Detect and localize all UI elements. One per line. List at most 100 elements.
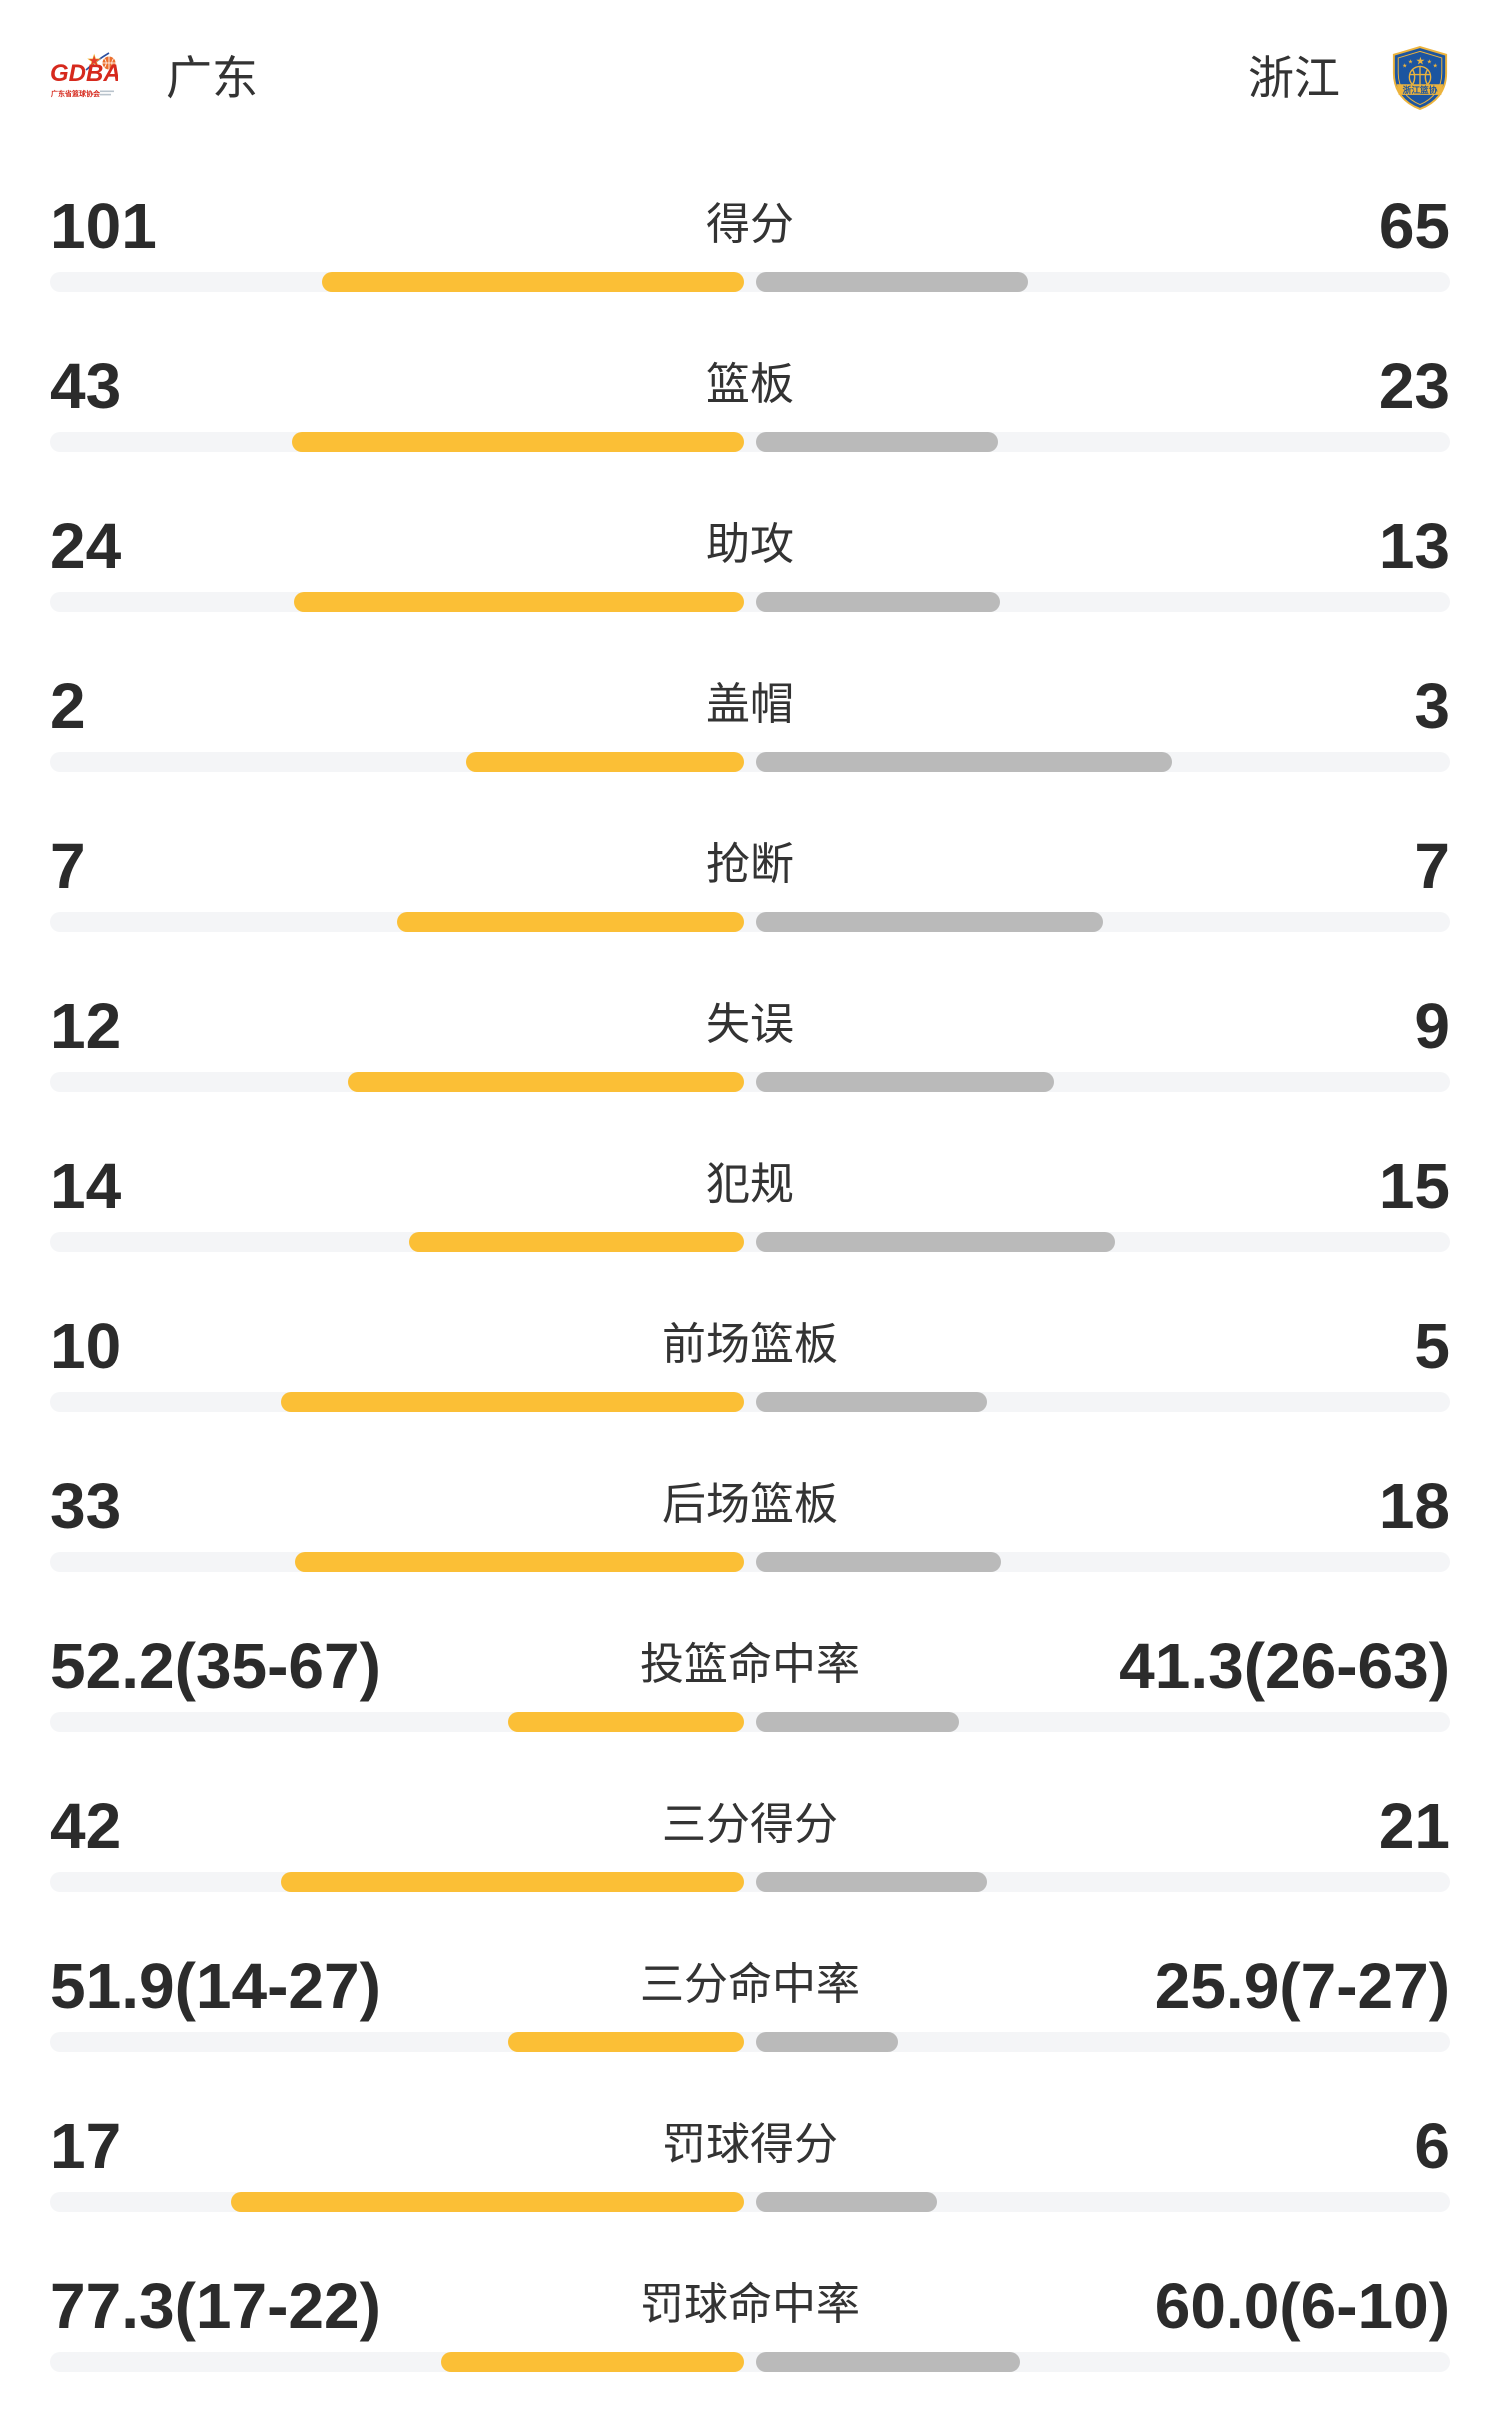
away-bar-fill — [756, 432, 998, 452]
away-team: 浙江 ★ ★ ★ ★ ★ 浙江篮协 — [1248, 44, 1450, 112]
stat-row: 14 犯规 15 — [50, 1154, 1450, 1314]
away-value: 7 — [1414, 830, 1450, 902]
bar-track — [50, 432, 1450, 452]
home-value: 33 — [50, 1470, 122, 1542]
home-bar-fill — [466, 752, 744, 772]
gdba-logo-text: GDBA — [50, 60, 118, 87]
stat-label: 得分 — [706, 200, 794, 249]
away-bar-fill — [756, 1072, 1054, 1092]
bar-track — [50, 592, 1450, 612]
home-team: ★ GDBA 广东省篮球协会 广东 — [50, 44, 258, 112]
bar-track — [50, 272, 1450, 292]
scoreboard-header: ★ GDBA 广东省篮球协会 广东 浙江 ★ ★ ★ ★ ★ 浙江篮协 — [0, 0, 1500, 112]
stat-row: 52.2(35-67) 投篮命中率 41.3(26-63) — [50, 1634, 1450, 1794]
gdba-logo: ★ GDBA 广东省篮球协会 — [50, 51, 118, 98]
bar-track — [50, 1552, 1450, 1572]
star-icon: ★ — [1427, 58, 1432, 65]
home-bar-fill — [293, 592, 744, 612]
away-bar-fill — [756, 1392, 988, 1412]
stat-label: 犯规 — [706, 1160, 794, 1209]
stat-row-values: 14 犯规 15 — [50, 1154, 1450, 1218]
star-icon: ★ — [1433, 62, 1438, 69]
away-bar-fill — [756, 1712, 959, 1732]
stat-label: 篮板 — [706, 360, 794, 409]
away-bar-fill — [756, 2192, 938, 2212]
stat-row: 42 三分得分 21 — [50, 1794, 1450, 1954]
bar-track — [50, 1712, 1450, 1732]
stat-label: 后场篮板 — [662, 1480, 838, 1529]
banner-ribbon — [1396, 84, 1444, 95]
stat-row: 2 盖帽 3 — [50, 674, 1450, 834]
away-value: 23 — [1378, 350, 1450, 422]
home-bar-fill — [291, 432, 744, 452]
stat-row-values: 17 罚球得分 6 — [50, 2114, 1450, 2178]
bar-track — [50, 912, 1450, 932]
home-value: 7 — [50, 830, 86, 902]
bar-track — [50, 1232, 1450, 1252]
stat-row: 10 前场篮板 5 — [50, 1314, 1450, 1474]
home-value: 101 — [50, 190, 157, 262]
stat-row-values: 2 盖帽 3 — [50, 674, 1450, 738]
stat-row-values: 33 后场篮板 18 — [50, 1474, 1450, 1538]
home-value: 42 — [50, 1790, 122, 1862]
bar-track — [50, 2192, 1450, 2212]
away-value: 60.0(6-10) — [1154, 2270, 1450, 2342]
home-value: 2 — [50, 670, 86, 742]
stat-row-values: 51.9(14-27) 三分命中率 25.9(7-27) — [50, 1954, 1450, 2018]
stat-row-values: 101 得分 65 — [50, 194, 1450, 258]
home-value: 52.2(35-67) — [50, 1630, 381, 1702]
stat-label: 失误 — [706, 1000, 794, 1049]
stat-label: 盖帽 — [706, 680, 794, 729]
stat-row: 7 抢断 7 — [50, 834, 1450, 994]
stat-row: 77.3(17-22) 罚球命中率 60.0(6-10) — [50, 2274, 1450, 2434]
zhejiang-logo-banner-text: 浙江篮协 — [1403, 84, 1438, 95]
away-value: 3 — [1414, 670, 1450, 742]
stat-row: 51.9(14-27) 三分命中率 25.9(7-27) — [50, 1954, 1450, 2114]
away-bar-fill — [756, 2352, 1020, 2372]
stat-row: 43 篮板 23 — [50, 354, 1450, 514]
home-value: 14 — [50, 1150, 122, 1222]
stat-row-values: 77.3(17-22) 罚球命中率 60.0(6-10) — [50, 2274, 1450, 2338]
away-bar-fill — [756, 1552, 1001, 1572]
away-team-name: 浙江 — [1248, 52, 1340, 104]
away-bar-fill — [756, 1232, 1115, 1252]
stat-row-values: 52.2(35-67) 投篮命中率 41.3(26-63) — [50, 1634, 1450, 1698]
stat-label: 罚球得分 — [662, 2120, 838, 2169]
home-value: 12 — [50, 990, 122, 1062]
stat-row: 12 失误 9 — [50, 994, 1450, 1154]
stat-label: 抢断 — [706, 840, 794, 889]
home-value: 10 — [50, 1310, 122, 1382]
bar-track — [50, 752, 1450, 772]
bar-track — [50, 2352, 1450, 2372]
home-value: 51.9(14-27) — [50, 1950, 381, 2022]
stat-label: 罚球命中率 — [640, 2280, 860, 2329]
stat-label: 三分得分 — [662, 1800, 838, 1849]
away-bar-fill — [756, 272, 1029, 292]
home-bar-fill — [440, 2352, 744, 2372]
home-value: 17 — [50, 2110, 122, 2182]
home-bar-fill — [231, 2192, 744, 2212]
stats-comparison-list: 101 得分 65 43 篮板 23 24 助攻 13 2 — [0, 194, 1500, 2434]
away-bar-fill — [756, 752, 1173, 772]
home-bar-fill — [508, 2032, 744, 2052]
away-value: 15 — [1378, 1150, 1450, 1222]
stat-label: 助攻 — [706, 520, 794, 569]
stat-row-values: 42 三分得分 21 — [50, 1794, 1450, 1858]
star-icon: ★ — [1402, 62, 1407, 69]
star-icon: ★ — [1408, 58, 1413, 65]
home-team-name: 广东 — [166, 52, 258, 104]
bar-track — [50, 1392, 1450, 1412]
zhejiang-logo: ★ ★ ★ ★ ★ 浙江篮协 — [1392, 46, 1448, 110]
bar-track — [50, 1872, 1450, 1892]
stat-row: 17 罚球得分 6 — [50, 2114, 1450, 2274]
stat-label: 前场篮板 — [662, 1320, 838, 1369]
stat-row-values: 12 失误 9 — [50, 994, 1450, 1058]
away-bar-fill — [756, 2032, 898, 2052]
home-value: 24 — [50, 510, 122, 582]
stat-row: 24 助攻 13 — [50, 514, 1450, 674]
home-bar-fill — [281, 1392, 744, 1412]
home-bar-fill — [397, 912, 744, 932]
away-value: 13 — [1378, 510, 1450, 582]
away-value: 65 — [1378, 190, 1450, 262]
star-icon: ★ — [87, 51, 101, 70]
